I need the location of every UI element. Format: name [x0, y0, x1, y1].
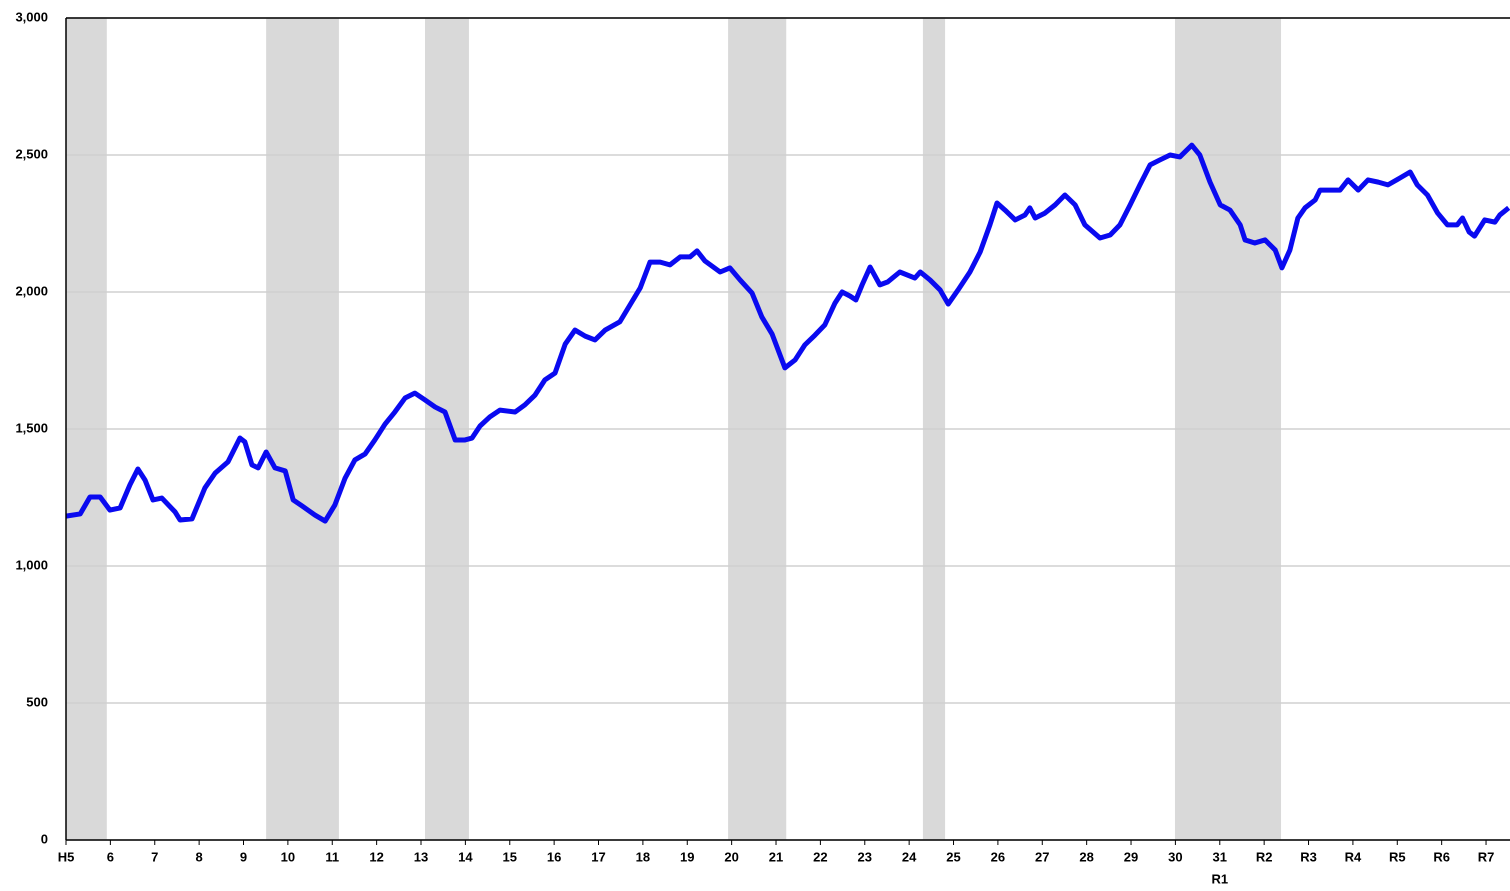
y-tick-label: 0: [41, 831, 48, 846]
x-tick-label: 7: [151, 849, 158, 864]
era-label: R1: [1211, 871, 1228, 886]
x-tick-label: 12: [369, 849, 383, 864]
x-tick-label: 29: [1124, 849, 1138, 864]
x-tick-label: R2: [1256, 849, 1273, 864]
y-tick-label: 3,000: [15, 9, 48, 24]
x-tick-label: 20: [724, 849, 738, 864]
x-tick-label: 31: [1213, 849, 1227, 864]
x-tick-label: 27: [1035, 849, 1049, 864]
x-tick-label: H5: [58, 849, 75, 864]
x-tick-label: 18: [636, 849, 650, 864]
x-tick-label: 19: [680, 849, 694, 864]
x-tick-label: R4: [1345, 849, 1362, 864]
x-tick-label: 11: [325, 849, 339, 864]
x-tick-label: 6: [107, 849, 114, 864]
data-line: [65, 142, 1510, 524]
x-tick-label: 28: [1079, 849, 1093, 864]
x-tick-label: 9: [240, 849, 247, 864]
x-tick-label: 26: [991, 849, 1005, 864]
x-tick-label: 8: [196, 849, 203, 864]
x-tick-label: R7: [1478, 849, 1495, 864]
x-tick-label: 23: [858, 849, 872, 864]
x-tick-label: 15: [503, 849, 517, 864]
x-tick-label: 24: [902, 849, 917, 864]
x-tick-label: 14: [458, 849, 473, 864]
y-tick-label: 1,000: [15, 557, 48, 572]
x-tick-label: 13: [414, 849, 428, 864]
x-tick-label: R5: [1389, 849, 1406, 864]
x-tick-label: 21: [769, 849, 783, 864]
x-tick-label: 22: [813, 849, 827, 864]
x-tick-label: 10: [281, 849, 295, 864]
y-tick-label: 2,500: [15, 146, 48, 161]
y-tick-label: 2,000: [15, 283, 48, 298]
x-tick-label: 16: [547, 849, 561, 864]
y-tick-label: 500: [26, 694, 48, 709]
x-tick-label: 25: [946, 849, 960, 864]
x-tick-label: 17: [591, 849, 605, 864]
y-tick-label: 1,500: [15, 420, 48, 435]
x-tick-label: R3: [1300, 849, 1317, 864]
x-tick-label: 30: [1168, 849, 1182, 864]
x-tick-label: R6: [1433, 849, 1450, 864]
